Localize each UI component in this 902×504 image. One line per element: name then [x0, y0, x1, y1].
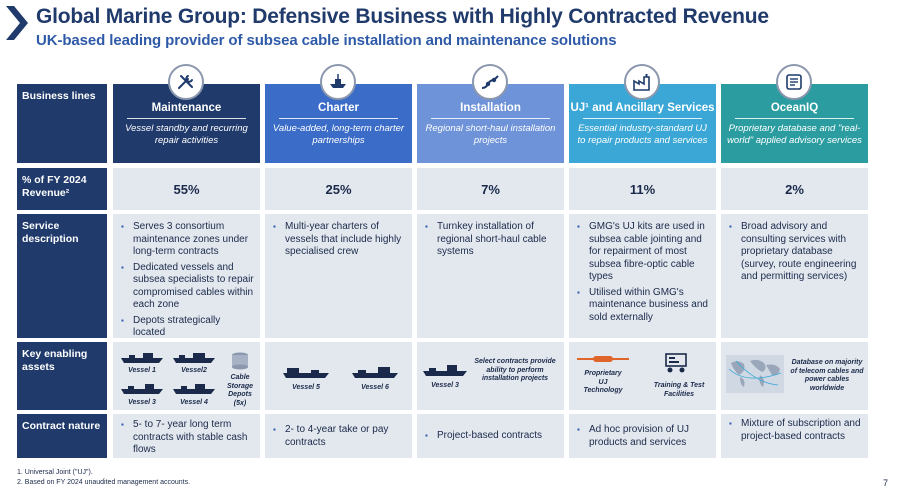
asset-label: Select contracts provide ability to perf… — [474, 358, 556, 382]
uj-joint-icon — [577, 356, 629, 362]
asset-label: Database on majority of telecom cables a… — [790, 359, 864, 392]
list-item: Ad hoc provision of UJ products and serv… — [577, 424, 710, 449]
column-desc: Regional short-haul installation project… — [425, 123, 556, 146]
service-maintenance: Serves 3 consortium maintenance zones un… — [113, 214, 260, 338]
revenue-installation: 7% — [417, 168, 564, 210]
list-item: Dedicated vessels and subsea specialists… — [121, 262, 254, 312]
service-installation: Turnkey installation of regional short-h… — [417, 214, 564, 338]
vessel-icon — [121, 353, 163, 363]
page-subtitle: UK-based leading provider of subsea cabl… — [36, 32, 617, 49]
vessel-icon — [352, 367, 398, 378]
asset-label: Vessel 6 — [361, 384, 389, 391]
asset-label: Vessel 3 — [128, 399, 156, 406]
asset-label: Vessel 4 — [180, 399, 208, 406]
column-desc: Value-added, long-term charter partnersh… — [272, 123, 405, 146]
list-item: Mixture of subscription and project-base… — [729, 418, 862, 443]
vessel-icon — [173, 353, 215, 363]
row-label-contract: Contract nature — [17, 414, 107, 458]
vessel-icon — [423, 365, 467, 376]
revenue-maintenance: 55% — [113, 168, 260, 210]
contract-installation: Project-based contracts — [417, 414, 564, 458]
column-name: Installation — [460, 102, 521, 114]
footnote: 1. Universal Joint ("UJ"). — [17, 469, 93, 476]
row-label-service: Service description — [17, 214, 107, 338]
footnote: 2. Based on FY 2024 unaudited management… — [17, 479, 191, 486]
list-item: Multi-year charters of vessels that incl… — [273, 221, 406, 259]
service-uj-services: GMG's UJ kits are used in subsea cable j… — [569, 214, 716, 338]
list-item: Broad advisory and consulting services w… — [729, 221, 862, 284]
chevron-logo-icon — [6, 6, 28, 40]
database-icon — [776, 64, 812, 100]
asset-label: Cable Storage Depots (5x) — [226, 374, 254, 407]
contract-oceaniq: Mixture of subscription and project-base… — [721, 414, 868, 458]
column-desc: Vessel standby and recurring repair acti… — [125, 123, 248, 146]
cable-icon — [472, 64, 508, 100]
list-item: Depots strategically located — [121, 315, 254, 340]
row-label-assets: Key enabling assets — [17, 342, 107, 410]
revenue-uj-services: 11% — [569, 168, 716, 210]
column-desc: Proprietary database and "real-world" ap… — [727, 123, 862, 146]
ship-icon — [320, 64, 356, 100]
assets-uj-services — [569, 342, 716, 410]
list-item: Serves 3 consortium maintenance zones un… — [121, 221, 254, 259]
row-label-business-lines: Business lines — [17, 84, 107, 163]
column-name: Maintenance — [151, 102, 222, 114]
service-oceaniq: Broad advisory and consulting services w… — [721, 214, 868, 338]
world-map-icon — [726, 355, 784, 393]
cable-drum-icon — [232, 352, 248, 370]
vessel-icon — [283, 368, 329, 378]
list-item: 5- to 7- year long term contracts with s… — [121, 419, 254, 457]
contract-uj-services: Ad hoc provision of UJ products and serv… — [569, 414, 716, 458]
revenue-oceaniq: 2% — [721, 168, 868, 210]
revenue-charter: 25% — [265, 168, 412, 210]
page-number: 7 — [882, 478, 888, 488]
list-item: 2- to 4-year take or pay contracts — [273, 424, 406, 449]
factory-icon — [624, 64, 660, 100]
column-name: OceanIQ — [770, 102, 819, 114]
row-label-revenue: % of FY 2024 Revenue² — [17, 168, 107, 210]
asset-label: Proprietary UJ Technology — [583, 370, 623, 394]
column-header-oceaniq: OceanIQ Proprietary database and "real-w… — [721, 84, 868, 163]
asset-label: Training & Test Facilities — [653, 382, 705, 398]
list-item: Utilised within GMG's maintenance busine… — [577, 287, 710, 325]
vessel-icon — [173, 384, 215, 394]
tools-icon — [168, 64, 204, 100]
service-charter: Multi-year charters of vessels that incl… — [265, 214, 412, 338]
column-name: Charter — [318, 102, 359, 114]
column-name: UJ¹ and Ancillary Services — [570, 102, 715, 114]
page-title: Global Marine Group: Defensive Business … — [36, 5, 769, 28]
list-item: Project-based contracts — [425, 430, 558, 443]
list-item: Turnkey installation of regional short-h… — [425, 221, 558, 259]
asset-label: Vessel 3 — [431, 382, 459, 389]
asset-label: Vessel 5 — [292, 384, 320, 391]
vessel-icon — [121, 384, 163, 394]
column-desc: Essential industry-standard UJ to repair… — [577, 123, 708, 146]
list-item: GMG's UJ kits are used in subsea cable j… — [577, 221, 710, 284]
contract-maintenance: 5- to 7- year long term contracts with s… — [113, 414, 260, 458]
training-facility-icon — [665, 353, 687, 373]
asset-label: Vessel2 — [181, 367, 207, 374]
asset-label: Vessel 1 — [128, 367, 156, 374]
contract-charter: 2- to 4-year take or pay contracts — [265, 414, 412, 458]
